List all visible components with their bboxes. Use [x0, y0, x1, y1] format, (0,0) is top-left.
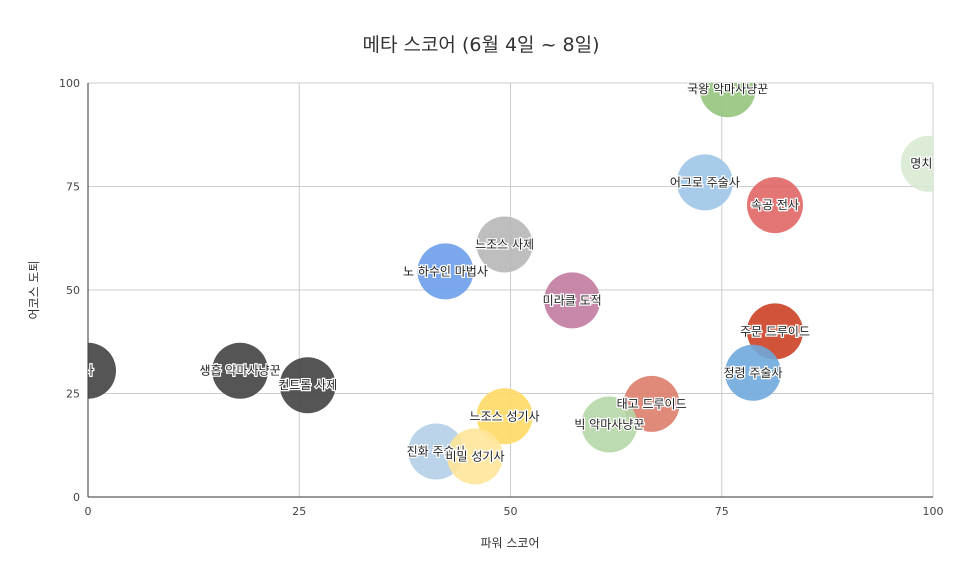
x-tick-label: 100 — [923, 505, 944, 518]
data-label: 노 하수인 마법사 — [403, 264, 488, 278]
data-point — [581, 396, 638, 453]
x-tick-label: 25 — [292, 505, 306, 518]
data-label: 느조스 성기사 — [470, 409, 540, 423]
data-label: 사 — [82, 364, 93, 378]
data-label: 정령 주술사 — [724, 366, 783, 380]
data-point — [279, 357, 336, 414]
axes: 0 25 50 75 100 0 25 50 75 100 — [59, 77, 944, 518]
x-tick-label: 75 — [715, 505, 729, 518]
data-point — [212, 342, 269, 399]
data-label: 느조스 사제 — [475, 237, 534, 251]
y-tick-label: 75 — [66, 181, 80, 194]
data-point — [746, 303, 803, 360]
data-point — [476, 216, 533, 273]
data-label: 속공 전사 — [751, 198, 799, 212]
x-tick-label: 0 — [85, 505, 92, 518]
data-label: 태고 드루이드 — [617, 397, 687, 411]
x-tick-label: 50 — [504, 505, 518, 518]
y-tick-label: 50 — [66, 284, 80, 297]
data-point — [623, 375, 680, 432]
data-points — [88, 83, 933, 485]
y-tick-label: 25 — [66, 388, 80, 401]
y-axis-label: 어코스 도퇴 — [27, 260, 41, 319]
data-label: 빅 악마사냥꾼 — [574, 418, 644, 432]
data-label: 어그로 주술사 — [670, 175, 740, 189]
data-point — [476, 388, 533, 445]
data-point — [417, 243, 474, 300]
data-point — [699, 83, 756, 118]
data-point — [544, 272, 601, 329]
data-point — [746, 177, 803, 234]
data-label: 주문 드루이드 — [740, 324, 810, 338]
y-tick-label: 100 — [59, 77, 80, 90]
data-label: 미라클 도적 — [543, 293, 602, 307]
data-point — [88, 342, 116, 399]
data-label: 생흡 악마사냥꾼 — [200, 364, 281, 378]
data-label: 컨트롤 사제 — [278, 378, 337, 392]
data-point — [676, 154, 733, 211]
data-point — [900, 135, 933, 192]
x-axis-label: 파워 스코어 — [480, 536, 539, 550]
data-label: 명치 사 — [910, 157, 947, 171]
y-tick-label: 0 — [73, 491, 80, 504]
data-label: 진화 주술사 — [407, 444, 466, 458]
data-point — [447, 428, 504, 485]
data-point — [725, 344, 782, 401]
data-label: 비밀 성기사 — [446, 449, 505, 463]
data-label: 국왕 악마사냥꾼 — [687, 82, 768, 96]
chart-title: 메타 스코어 (6월 4일 ~ 8일) — [362, 34, 600, 56]
